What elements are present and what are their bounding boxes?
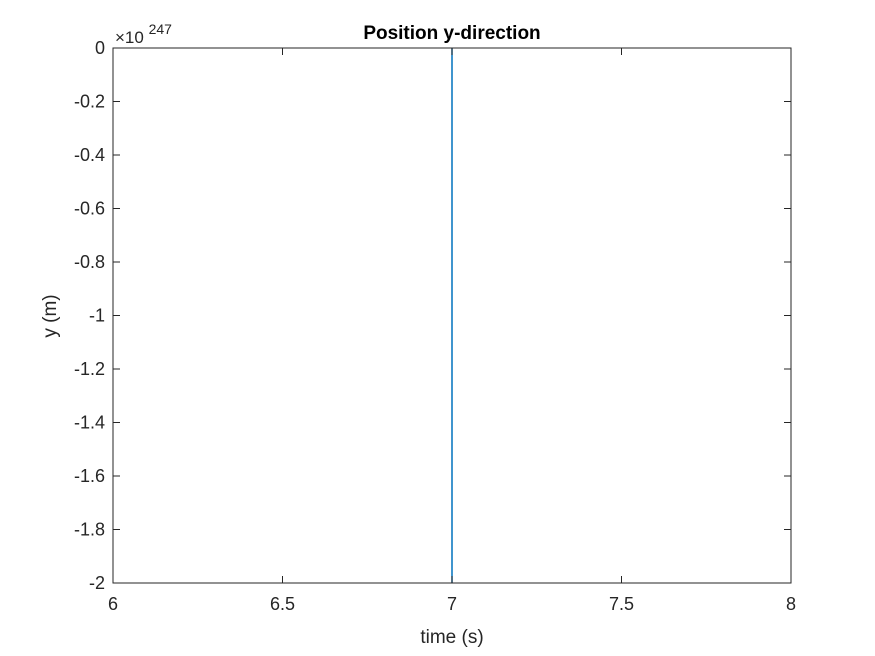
y-tick-label: -1.6	[74, 466, 105, 486]
chart-title: Position y-direction	[363, 23, 540, 44]
y-multiplier-exponent: 247	[149, 21, 173, 37]
x-axis-ticks: 6 6.5 7 7.5 8	[108, 48, 796, 614]
x-tick-label: 6.5	[270, 594, 295, 614]
x-tick-label: 7.5	[609, 594, 634, 614]
y-tick-label: -0.2	[74, 92, 105, 112]
y-axis-label: y (m)	[40, 294, 61, 337]
y-tick-label: -2	[89, 573, 105, 593]
y-axis-ticks: 0 -0.2 -0.4 -0.6 -0.8 -1 -1.2 -1.4 -1.6 -1.8 -2	[74, 38, 791, 593]
x-tick-label: 7	[447, 594, 457, 614]
y-tick-label: -0.4	[74, 145, 105, 165]
y-tick-label: -0.8	[74, 252, 105, 272]
y-tick-label: -1.2	[74, 359, 105, 379]
x-axis-label: time (s)	[420, 627, 483, 648]
y-multiplier-base: ×10	[115, 28, 144, 47]
x-tick-label: 6	[108, 594, 118, 614]
y-tick-label: -1	[89, 306, 105, 326]
x-tick-label: 8	[786, 594, 796, 614]
y-tick-label: -1.8	[74, 520, 105, 540]
y-axis-multiplier: ×10 247	[115, 21, 172, 47]
y-tick-label: -1.4	[74, 413, 105, 433]
y-tick-label: 0	[95, 38, 105, 58]
y-tick-label: -0.6	[74, 199, 105, 219]
